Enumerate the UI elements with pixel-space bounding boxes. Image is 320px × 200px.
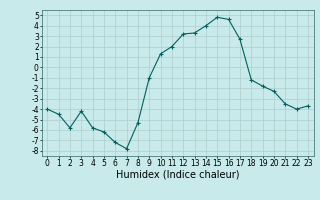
X-axis label: Humidex (Indice chaleur): Humidex (Indice chaleur)	[116, 169, 239, 179]
